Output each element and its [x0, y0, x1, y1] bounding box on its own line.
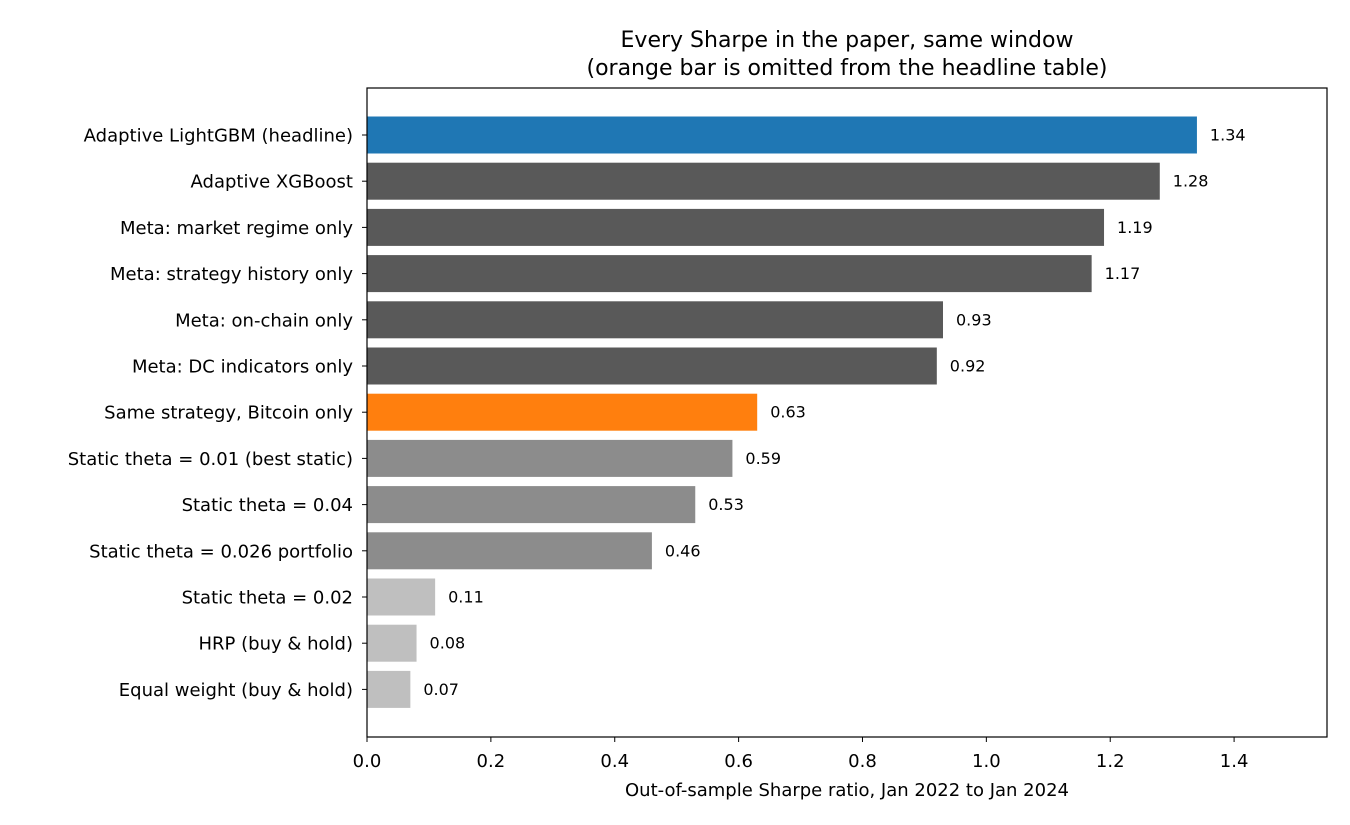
category-label: Meta: DC indicators only [132, 357, 353, 378]
bar [367, 116, 1197, 154]
category-label: Static theta = 0.04 [182, 495, 353, 516]
category-label: Static theta = 0.026 portfolio [89, 541, 353, 562]
bar [367, 255, 1092, 293]
value-label: 1.17 [1105, 264, 1141, 283]
x-tick-label: 1.2 [1096, 751, 1125, 772]
bar [367, 670, 411, 708]
value-label: 1.19 [1117, 218, 1153, 237]
category-label: Meta: on-chain only [175, 310, 353, 331]
value-label: 0.11 [448, 588, 484, 607]
category-label: Static theta = 0.01 (best static) [68, 449, 353, 470]
category-label: Same strategy, Bitcoin only [104, 403, 353, 424]
bar-group [367, 116, 1197, 708]
bar [367, 532, 652, 570]
chart-title: Every Sharpe in the paper, same window [621, 28, 1074, 53]
value-label: 0.92 [950, 357, 986, 376]
bar [367, 301, 943, 339]
bar [367, 624, 417, 662]
value-label: 1.28 [1173, 172, 1209, 191]
chart-subtitle: (orange bar is omitted from the headline… [586, 56, 1107, 81]
x-tick-label: 0.2 [477, 751, 506, 772]
value-label-group: 1.34 1.28 1.19 1.17 0.93 0.92 0.63 0.59 0.53 0.46… [423, 126, 1245, 699]
bar [367, 439, 733, 477]
category-label: Meta: market regime only [120, 218, 353, 239]
x-axis-label: Out-of-sample Sharpe ratio, Jan 2022 to … [625, 780, 1069, 801]
value-label: 0.08 [430, 634, 466, 653]
category-label: Static theta = 0.02 [182, 588, 353, 609]
category-label: Adaptive XGBoost [191, 172, 353, 193]
bar [367, 162, 1160, 200]
value-label: 0.59 [745, 449, 781, 468]
category-label: Meta: strategy history only [110, 264, 353, 285]
value-label: 1.34 [1210, 126, 1246, 145]
category-label-group: Adaptive LightGBM (headline) Adaptive XGB… [68, 126, 367, 701]
plot-frame [366, 87, 1328, 738]
category-label: Adaptive LightGBM (headline) [84, 126, 353, 147]
value-label: 0.63 [770, 403, 806, 422]
bar [367, 578, 436, 616]
x-tick-label: 0.8 [848, 751, 877, 772]
x-axis-ticks: 0.0 0.2 0.4 0.6 0.8 1.0 1.2 1.4 [353, 737, 1249, 772]
category-label: Equal weight (buy & hold) [119, 680, 353, 701]
x-tick-label: 0.0 [353, 751, 382, 772]
value-label: 0.46 [665, 541, 701, 560]
value-label: 0.93 [956, 310, 992, 329]
x-tick-label: 0.4 [600, 751, 629, 772]
x-tick-label: 1.0 [972, 751, 1001, 772]
value-label: 0.07 [423, 680, 459, 699]
value-label: 0.53 [708, 495, 744, 514]
x-tick-label: 1.4 [1220, 751, 1249, 772]
x-tick-label: 0.6 [724, 751, 753, 772]
bar [367, 208, 1105, 246]
bar [367, 486, 696, 524]
category-label: HRP (buy & hold) [199, 634, 353, 655]
bar [367, 347, 937, 385]
bar [367, 393, 758, 431]
